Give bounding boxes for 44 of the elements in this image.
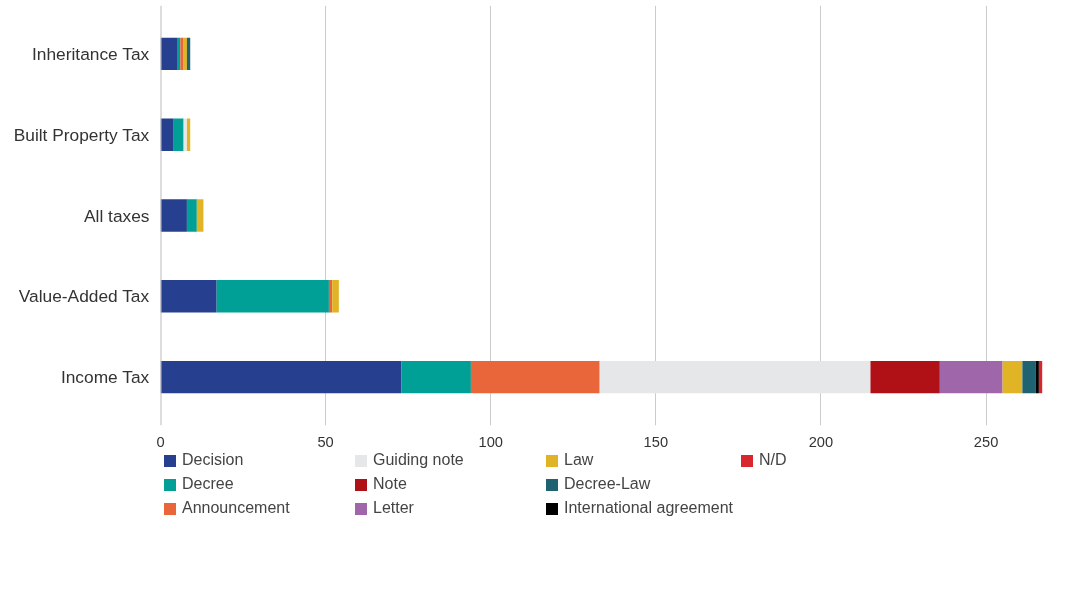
legend-label: Decree	[182, 475, 235, 493]
y-tick-label: Income Tax	[60, 367, 150, 388]
x-tick-label: 0	[156, 433, 165, 450]
bar	[196, 199, 204, 232]
y-tick-label: Built Property Tax	[13, 124, 150, 145]
bar	[216, 280, 329, 313]
y-tick-label: Value-Added Tax	[18, 286, 150, 307]
bar	[160, 37, 178, 71]
bar	[160, 280, 217, 313]
bar	[186, 199, 197, 232]
bar	[160, 118, 174, 151]
legend-label: Announcement	[182, 499, 291, 517]
x-tick-label: 250	[973, 433, 999, 450]
bar	[186, 37, 191, 71]
legend-label: Letter	[373, 499, 415, 517]
bar	[1022, 360, 1036, 394]
legend-label: Note	[373, 475, 408, 493]
bar	[160, 199, 187, 232]
bar	[160, 360, 402, 394]
bar	[939, 360, 1003, 394]
bar	[1038, 360, 1043, 394]
x-tick-label: 200	[808, 433, 834, 450]
bar	[1035, 360, 1039, 394]
y-tick-label: Inheritance Tax	[31, 43, 150, 64]
bar	[870, 360, 940, 394]
legend-label: Law	[564, 451, 595, 469]
bar	[328, 280, 333, 313]
bar	[186, 118, 191, 151]
bar	[173, 118, 184, 151]
legend-label: Decree-Law	[564, 475, 652, 493]
legend-label: N/D	[759, 451, 788, 469]
bar	[1002, 360, 1023, 394]
bar	[470, 360, 600, 394]
bar	[401, 360, 471, 394]
legend-label: Decision	[182, 451, 245, 469]
bar	[332, 280, 339, 313]
x-tick-label: 150	[643, 433, 669, 450]
x-tick-label: 50	[317, 433, 334, 450]
bar	[183, 118, 187, 151]
x-tick-label: 100	[478, 433, 503, 450]
bar	[599, 360, 871, 394]
legend-label: International agreement	[564, 499, 733, 517]
y-tick-label: All taxes	[84, 205, 150, 226]
legend-label: Guiding note	[373, 451, 465, 469]
